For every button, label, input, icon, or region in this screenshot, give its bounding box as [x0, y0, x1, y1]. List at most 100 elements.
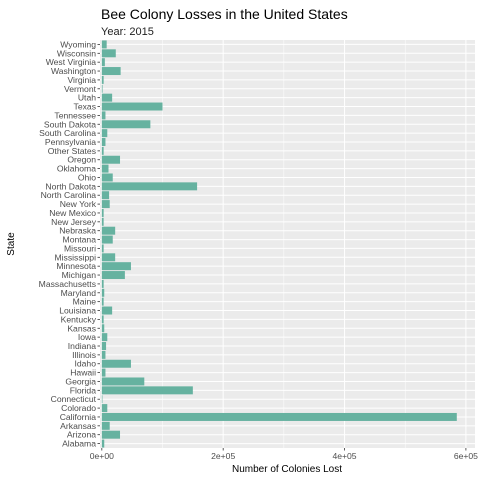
bar — [101, 315, 104, 324]
bar — [101, 271, 125, 280]
bar — [101, 138, 106, 146]
bar — [101, 164, 109, 173]
y-tick-label: South Carolina — [39, 128, 96, 138]
y-tick-label: Ohio — [78, 172, 96, 182]
bar — [101, 200, 110, 209]
bar — [101, 155, 121, 164]
y-tick-label: California — [60, 412, 97, 422]
y-tick-label: Illinois — [72, 350, 96, 360]
y-tick-label: Florida — [70, 385, 96, 395]
y-tick-label: Pennsylvania — [45, 137, 96, 147]
y-tick-label: Massachusetts — [39, 279, 96, 289]
y-tick-label: Wisconsin — [57, 48, 96, 58]
bar — [101, 359, 131, 368]
y-tick-label: Mississippi — [54, 252, 96, 262]
chart-subtitle: Year: 2015 — [101, 26, 154, 38]
y-tick-label: Minnesota — [56, 261, 96, 271]
y-tick-label: Tennessee — [54, 110, 96, 120]
bar — [101, 306, 113, 315]
y-tick-label: Other States — [48, 146, 96, 156]
y-tick-label: New Mexico — [49, 208, 96, 218]
y-tick-label: Colorado — [61, 403, 96, 413]
y-tick-label: North Carolina — [41, 190, 97, 200]
y-tick-label: Virginia — [67, 75, 96, 85]
y-tick-label: North Dakota — [45, 181, 96, 191]
bar — [101, 279, 104, 288]
bar — [101, 75, 104, 84]
y-tick-label: Arizona — [67, 430, 96, 440]
y-tick-label: Iowa — [78, 332, 96, 342]
x-tick-labels: 0e+00 2e+05 4e+05 6e+05 — [90, 448, 478, 461]
x-tick-label: 0e+00 — [90, 451, 114, 461]
bar — [101, 350, 106, 359]
bar — [101, 84, 103, 93]
x-tick-label: 2e+05 — [211, 451, 235, 461]
bar — [101, 120, 151, 129]
y-tick-label: Georgia — [65, 376, 96, 386]
bars — [101, 40, 457, 448]
y-tick-label: Alabama — [62, 439, 96, 449]
y-tick-label: New Jersey — [51, 217, 97, 227]
y-tick-label: New York — [60, 199, 97, 209]
y-tick-label: Maryland — [61, 288, 97, 298]
bar — [101, 146, 104, 155]
bar — [101, 262, 131, 271]
y-tick-label: Utah — [78, 93, 96, 103]
bar — [101, 288, 105, 297]
y-axis-title: State — [6, 232, 17, 256]
y-tick-label: Missouri — [64, 243, 96, 253]
y-tick-label: Connecticut — [51, 394, 97, 404]
x-axis-title: Number of Colonies Lost — [232, 464, 342, 475]
bar — [101, 253, 116, 262]
y-tick-label: Michigan — [62, 270, 97, 280]
bar — [101, 93, 113, 102]
bar — [101, 182, 198, 191]
chart-title: Bee Colony Losses in the United States — [101, 6, 348, 22]
y-tick-label: Kentucky — [61, 314, 97, 324]
bar — [101, 129, 108, 138]
bar — [101, 342, 107, 350]
y-tick-label: Wyoming — [60, 39, 96, 49]
y-tick-labels: AlabamaArizonaArkansasCaliforniaColorado… — [39, 39, 100, 449]
bar — [101, 191, 110, 200]
bar — [101, 226, 116, 235]
y-tick-label: Arkansas — [60, 421, 96, 431]
bar — [101, 430, 121, 439]
y-tick-label: Oklahoma — [57, 164, 96, 174]
y-tick-label: Maine — [73, 297, 97, 307]
bar — [101, 40, 107, 49]
y-tick-label: Idaho — [74, 359, 96, 369]
bar — [101, 324, 105, 333]
bar — [101, 333, 108, 342]
y-tick-label: Louisiana — [59, 306, 96, 316]
y-tick-label: Washington — [51, 66, 96, 76]
bar — [101, 67, 121, 76]
y-tick-label: Nebraska — [59, 226, 96, 236]
bar — [101, 386, 193, 395]
bar — [101, 395, 103, 404]
y-tick-label: Indiana — [68, 341, 96, 351]
y-tick-label: Vermont — [64, 84, 97, 94]
bar — [101, 217, 104, 226]
bar — [101, 404, 108, 413]
y-tick-label: South Dakota — [44, 119, 96, 129]
y-tick-label: Montana — [63, 235, 97, 245]
bar — [101, 421, 110, 430]
y-tick-label: West Virginia — [46, 57, 97, 67]
bar — [101, 111, 106, 120]
y-tick-label: Texas — [74, 102, 96, 112]
bar — [101, 58, 105, 67]
y-tick-label: Oregon — [67, 155, 96, 165]
bar — [101, 173, 113, 182]
x-tick-label: 4e+05 — [332, 451, 356, 461]
bar — [101, 208, 104, 217]
bar — [101, 412, 457, 421]
bar — [101, 368, 106, 377]
bar — [101, 377, 145, 386]
bar — [101, 102, 163, 111]
x-tick-label: 6e+05 — [454, 451, 478, 461]
bar — [101, 49, 116, 58]
bar — [101, 297, 104, 306]
y-tick-label: Kansas — [67, 323, 96, 333]
